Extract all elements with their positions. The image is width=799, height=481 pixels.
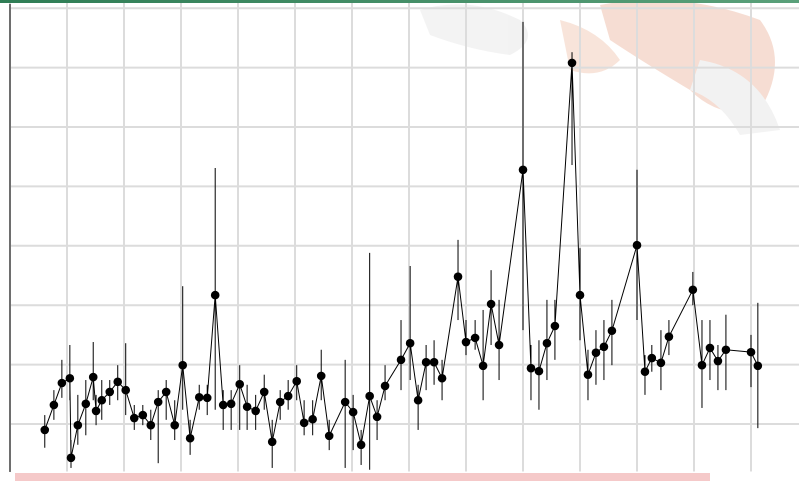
data-point xyxy=(438,374,447,383)
data-point xyxy=(406,339,415,348)
data-point xyxy=(648,354,657,363)
data-point xyxy=(543,339,552,348)
data-point xyxy=(50,401,59,410)
data-point xyxy=(479,361,488,370)
data-point xyxy=(292,377,301,386)
data-point xyxy=(657,359,666,368)
data-point xyxy=(381,382,390,391)
data-point xyxy=(373,413,382,422)
data-point xyxy=(365,392,374,401)
data-point xyxy=(317,372,326,381)
data-point xyxy=(527,364,536,373)
data-point xyxy=(600,342,609,351)
data-point xyxy=(251,407,260,416)
data-point xyxy=(462,338,471,347)
data-point xyxy=(454,272,463,281)
data-point xyxy=(698,361,707,370)
data-point xyxy=(154,398,163,407)
data-point xyxy=(284,392,293,401)
page: {"chart_data":{"type":"errorbar-line","g… xyxy=(0,0,799,481)
data-point xyxy=(130,414,139,423)
data-point xyxy=(243,402,252,411)
data-point xyxy=(178,361,187,370)
data-point xyxy=(349,408,358,417)
data-point xyxy=(40,426,49,435)
chart xyxy=(0,0,799,481)
data-point xyxy=(397,356,406,365)
data-point xyxy=(341,398,350,407)
data-point xyxy=(487,300,496,309)
top-bar xyxy=(0,0,799,3)
data-point xyxy=(105,388,114,397)
data-point xyxy=(276,398,285,407)
data-point xyxy=(260,388,269,397)
data-point xyxy=(519,165,528,174)
data-point xyxy=(219,401,228,410)
data-point xyxy=(689,285,698,294)
data-point xyxy=(308,415,317,424)
data-point xyxy=(139,411,148,420)
data-point xyxy=(121,386,130,395)
data-point xyxy=(58,379,67,388)
data-point xyxy=(633,241,642,250)
data-point xyxy=(300,418,309,427)
data-point xyxy=(67,454,76,463)
data-point xyxy=(430,358,439,367)
data-point xyxy=(82,399,91,408)
data-point xyxy=(706,344,715,353)
data-point xyxy=(268,438,277,447)
data-point xyxy=(471,334,480,343)
data-point xyxy=(162,388,171,397)
data-point xyxy=(186,434,195,443)
data-point xyxy=(592,348,601,357)
data-point xyxy=(92,407,101,416)
data-point xyxy=(113,378,122,387)
bottom-bar xyxy=(15,473,710,481)
data-point xyxy=(146,421,155,430)
data-point xyxy=(170,421,179,430)
data-point xyxy=(641,367,650,376)
data-point xyxy=(608,326,617,335)
data-point xyxy=(227,399,236,408)
data-point xyxy=(325,432,334,441)
data-point xyxy=(66,374,75,383)
data-point xyxy=(74,421,83,430)
data-point xyxy=(495,341,504,350)
data-point xyxy=(97,396,106,405)
data-point xyxy=(747,348,756,357)
data-point xyxy=(714,357,723,366)
data-point xyxy=(584,370,593,379)
data-point xyxy=(665,332,674,341)
data-point xyxy=(211,291,220,300)
data-point xyxy=(754,361,763,370)
data-point xyxy=(722,345,731,354)
data-point xyxy=(576,291,585,300)
data-point xyxy=(89,373,98,382)
data-point xyxy=(422,358,431,367)
data-point xyxy=(203,394,212,403)
data-point xyxy=(551,322,560,331)
data-point xyxy=(414,396,423,405)
data-point xyxy=(568,59,577,68)
data-point xyxy=(235,380,244,389)
data-point xyxy=(195,393,204,402)
data-point xyxy=(535,367,544,376)
data-point xyxy=(357,440,366,449)
